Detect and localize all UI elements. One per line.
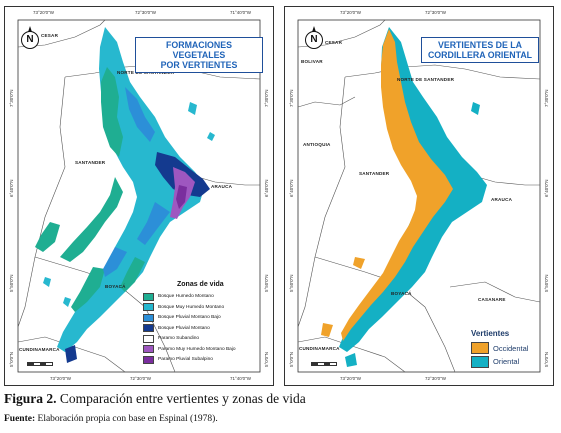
region-cundinamarca: CUNDINAMARCA	[19, 347, 60, 352]
region-norte-de-santander: NORTE DE SANTANDER	[397, 77, 455, 82]
region-boyaca: BOYACÁ	[391, 291, 412, 296]
coord-bottom-2: 72°30'0"W	[425, 376, 447, 381]
legend-item: Bosque Humedo Montano	[143, 292, 271, 301]
coord-right-3: 5°50'0"N	[544, 274, 549, 292]
figure-caption: Figura 2. Comparación entre vertientes y…	[4, 391, 306, 407]
coord-bottom-1: 73°20'0"W	[340, 376, 362, 381]
coord-left-4: 5°0'0"N	[289, 351, 294, 367]
legend-item: Bosque Pluvial Montano Bajo	[143, 313, 271, 322]
coord-top-1: 73°20'0"W	[340, 10, 362, 15]
coord-left-4: 5°0'0"N	[9, 351, 14, 367]
legend-item: Paramo Pluvial Subalpino	[143, 355, 271, 364]
map-title-line2: CORDILLERA ORIENTAL	[427, 50, 533, 60]
legend-vertientes: Vertientes Occidental Oriental	[471, 329, 549, 369]
legend-swatch	[143, 313, 154, 322]
coord-right-2: 6°40'0"N	[544, 179, 549, 197]
legend-swatch	[143, 292, 154, 301]
region-cesar: CESAR	[41, 33, 59, 38]
legend-swatch	[143, 303, 154, 311]
legend-title: Vertientes	[471, 329, 510, 338]
legend-swatch	[471, 342, 489, 354]
north-arrow-icon: N	[21, 26, 39, 49]
region-antioquia: ANTIOQUIA	[303, 142, 331, 147]
coord-right-2: 6°40'0"N	[264, 179, 269, 197]
legend-item: Bosque Pluvial Montano	[143, 324, 271, 333]
region-cundinamarca: CUNDINAMARCA	[299, 346, 340, 351]
legend-item: Occidental	[471, 342, 549, 354]
vertientes-map-graphic	[297, 19, 541, 373]
coord-bottom-1: 73°20'0"W	[50, 376, 72, 381]
legend-swatch	[143, 334, 154, 343]
region-arauca: ARAUCA	[491, 197, 513, 202]
coord-left-2: 6°40'0"N	[289, 179, 294, 197]
map-title-line2: POR VERTIENTES	[160, 60, 238, 70]
coord-right-1: 7°30'0"N	[544, 89, 549, 107]
scale-bar	[27, 362, 53, 368]
coord-bottom-3: 71°40'0"W	[230, 376, 252, 381]
source-text: Elaboración propia con base en Espinal (…	[35, 414, 218, 424]
legend-label: Bosque Muy Humedo Montano	[158, 304, 225, 310]
region-santander: SANTANDER	[75, 160, 106, 165]
legend-label: Oriental	[493, 357, 520, 366]
coord-top-2: 72°30'0"W	[135, 10, 157, 15]
coord-left-3: 5°50'0"N	[9, 274, 14, 292]
legend-zonas-de-vida: Zonas de vida Bosque Humedo Montano Bosq…	[143, 281, 271, 366]
figure-source: Fuente: Elaboración propia con base en E…	[4, 414, 218, 424]
legend-swatch	[143, 345, 154, 353]
map-title-box: VERTIENTES DE LA CORDILLERA ORIENTAL	[421, 37, 539, 63]
scale-bar	[311, 362, 337, 368]
coord-left-3: 5°50'0"N	[289, 274, 294, 292]
coord-left-1: 7°30'0"N	[289, 89, 294, 107]
vegetation-map-graphic	[17, 19, 261, 373]
region-casanare: CASANARE	[478, 297, 506, 302]
region-arauca: ARAUCA	[211, 184, 233, 189]
caption-text: Comparación entre vertientes y zonas de …	[56, 391, 306, 406]
map-panel-vegetation: 73°20'0"W 72°30'0"W 71°40'0"W 73°20'0"W …	[4, 6, 274, 386]
map-title-line1: FORMACIONES VEGETALES	[166, 40, 232, 60]
north-arrow-icon: N	[305, 26, 323, 49]
map-title-box: FORMACIONES VEGETALES POR VERTIENTES	[135, 37, 263, 73]
region-santander: SANTANDER	[359, 171, 390, 176]
legend-title: Zonas de vida	[177, 281, 224, 288]
coord-top-2: 72°30'0"W	[425, 10, 447, 15]
coord-right-1: 7°30'0"N	[264, 89, 269, 107]
legend-label: Occidental	[493, 343, 529, 353]
legend-label: Bosque Humedo Montano	[158, 294, 214, 299]
legend-label: Paramo Subandino	[158, 336, 200, 341]
legend-swatch	[471, 355, 489, 368]
legend-item: Oriental	[471, 355, 549, 368]
legend-swatch	[143, 324, 154, 332]
map-title-line1: VERTIENTES DE LA	[437, 40, 523, 50]
legend-label: Bosque Pluvial Montano	[158, 325, 210, 331]
legend-item: Paramo Muy Humedo Montano Bajo	[143, 345, 271, 354]
source-prefix: Fuente:	[4, 414, 36, 424]
coord-bottom-2: 72°30'0"W	[130, 376, 152, 381]
coord-top-1: 73°20'0"W	[33, 10, 55, 15]
legend-label: Paramo Muy Humedo Montano Bajo	[158, 346, 236, 352]
legend-label: Paramo Pluvial Subalpino	[158, 357, 213, 362]
legend-label: Bosque Pluvial Montano Bajo	[158, 315, 221, 320]
region-cesar: CESAR	[325, 40, 343, 45]
legend-item: Bosque Muy Humedo Montano	[143, 303, 271, 312]
region-bolivar: BOLIVAR	[301, 59, 323, 64]
legend-swatch	[143, 355, 154, 364]
coord-top-3: 71°40'0"W	[230, 10, 252, 15]
caption-prefix: Figura 2.	[4, 391, 57, 406]
coord-left-1: 7°30'0"N	[9, 89, 14, 107]
region-boyaca: BOYACÁ	[105, 284, 126, 289]
map-panel-vertientes: 73°20'0"W 72°30'0"W 73°20'0"W 72°30'0"W …	[284, 6, 554, 386]
legend-item: Paramo Subandino	[143, 334, 271, 343]
coord-left-2: 6°40'0"N	[9, 179, 14, 197]
